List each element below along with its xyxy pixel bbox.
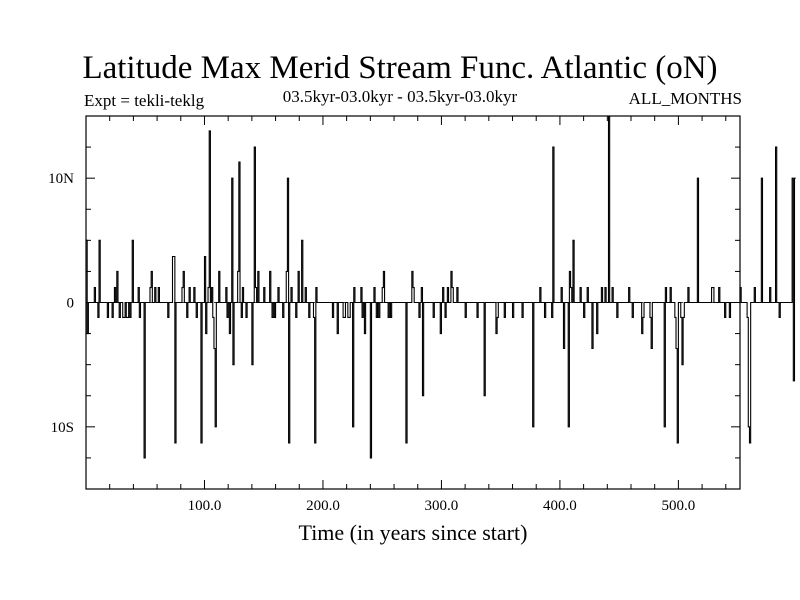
x-tick-label: 300.0 [425,498,459,514]
y-tick-label: 10S [51,420,74,436]
plot-frame [85,115,741,490]
plot-area: 100.0 200.0 300.0 400.0 500.0 10N 0 10S [48,115,796,514]
y-tick-label: 0 [67,296,75,312]
chart-title: Latitude Max Merid Stream Func. Atlantic… [82,50,718,86]
season-label: ALL_MONTHS [628,89,742,108]
y-tick-label: 10N [48,171,74,187]
x-axis-label: Time (in years since start) [299,520,528,545]
series-line-0 [86,115,796,459]
x-tick-label: 200.0 [306,498,340,514]
x-tick-label: 500.0 [662,498,696,514]
x-tick-label: 100.0 [188,498,222,514]
x-tick-label: 400.0 [543,498,577,514]
chart-subtitle: 03.5kyr-03.0kyr - 03.5kyr-03.0kyr [282,87,518,106]
experiment-label: Expt = tekli-teklg [84,91,205,110]
